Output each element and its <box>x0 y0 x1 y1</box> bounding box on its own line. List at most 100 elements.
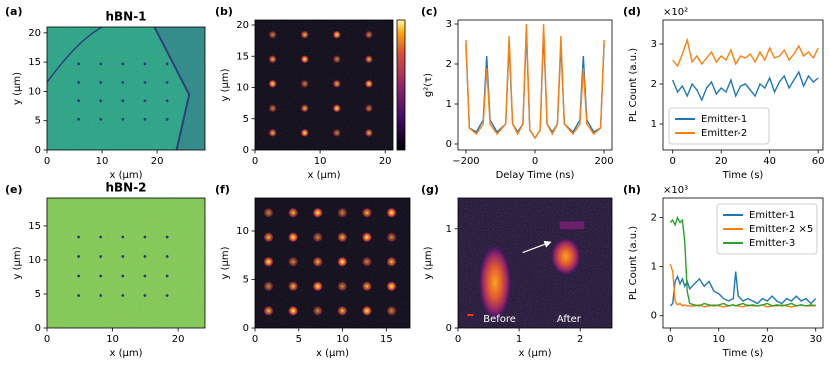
arrow <box>522 240 552 254</box>
x-axis-label: x (μm) <box>109 348 142 359</box>
image-spot <box>361 256 372 267</box>
y-tick-label: 2 <box>446 59 452 70</box>
x-tick-label: 10 <box>314 156 327 167</box>
image-spot <box>332 128 341 137</box>
image-dot <box>143 274 147 278</box>
image-spot <box>263 256 274 267</box>
image-dot <box>99 80 103 84</box>
x-tick-label: 0 <box>44 334 50 345</box>
image-dot <box>143 62 147 66</box>
panel-label: (a) <box>5 5 22 18</box>
y-axis-label: y (μm) <box>12 72 23 105</box>
x-axis-label: Time (s) <box>722 170 764 181</box>
y-tick-label: 1 <box>446 99 452 110</box>
image-dot <box>99 99 103 103</box>
x-axis-label: x (μm) <box>316 348 349 359</box>
y-tick-label: 0 <box>35 323 41 334</box>
panel-title: hBN-1 <box>105 10 146 24</box>
plot-area <box>672 37 819 102</box>
x-tick-label: 20 <box>151 156 164 167</box>
y-tick-label: 15 <box>236 51 249 62</box>
y-tick-label: 20 <box>28 28 41 39</box>
image-spot <box>288 281 299 292</box>
image-dot <box>121 117 125 121</box>
image-dot <box>77 294 80 297</box>
plot-area <box>47 198 205 328</box>
y-tick-label: 0 <box>446 323 452 334</box>
x-tick-label: 20 <box>761 334 774 345</box>
x-tick-label: 10 <box>106 334 119 345</box>
image-dot <box>121 274 125 278</box>
image-spot <box>263 305 274 316</box>
x-tick-label: 30 <box>809 334 822 345</box>
image-region <box>154 27 205 150</box>
image-dot <box>121 80 125 84</box>
y-tick-label: 1 <box>651 262 657 273</box>
legend-label: Emitter-2 ×5 <box>749 224 813 235</box>
legend-label: Emitter-1 <box>749 210 795 221</box>
axes-frame <box>662 19 824 151</box>
image-dot <box>121 62 125 66</box>
panel-label: (b) <box>215 5 233 18</box>
y-tick-label: 20 <box>236 20 249 31</box>
image-spot <box>364 55 373 64</box>
image-dot <box>77 80 80 84</box>
series-line <box>672 70 819 102</box>
image-spot <box>288 207 299 218</box>
panel: Before After 0 1 2 0 1 x (μm) y (μm) (g) <box>421 183 613 359</box>
axes-frame <box>457 19 613 151</box>
panel: 0 10 20 0 5 10 15 x (μm) y (μm) (e) hBN-2 <box>5 181 206 359</box>
x-tick-label: 20 <box>172 334 185 345</box>
image-spot <box>268 128 277 137</box>
x-axis-label: Time (s) <box>722 348 764 359</box>
image-spot <box>386 281 397 292</box>
plot-area <box>458 198 612 328</box>
image-spot <box>300 30 309 39</box>
image-spot <box>361 232 372 243</box>
image-dot <box>165 294 169 297</box>
y-axis-label: g²(τ) <box>423 73 434 97</box>
panel-label: (g) <box>421 183 439 196</box>
x-tick-label: 0 <box>44 156 50 167</box>
image-spot <box>288 232 299 243</box>
image-dot <box>99 255 103 258</box>
plot-area <box>47 27 205 150</box>
y-tick-label: 3 <box>446 19 452 30</box>
x-tick-label: 15 <box>380 334 393 345</box>
axes-frame <box>46 26 206 151</box>
x-tick-label: 10 <box>96 156 109 167</box>
series-line <box>672 37 819 68</box>
panel: 0 5 10 15 0 5 10 x (μm) y (μm) (f) <box>215 183 411 359</box>
image-dot <box>77 62 80 66</box>
image-spot <box>332 30 341 39</box>
image-dot <box>165 80 169 84</box>
y-tick-label: 1 <box>651 119 657 130</box>
image-dot <box>165 117 169 121</box>
image-spot <box>300 55 309 64</box>
image-spot <box>337 207 348 218</box>
image-dot <box>165 255 169 258</box>
image-dot <box>99 294 103 297</box>
x-axis-label: x (μm) <box>518 348 551 359</box>
y-axis-label: y (μm) <box>12 246 23 279</box>
y-tick-label: 3 <box>651 39 657 50</box>
axes-frame <box>254 197 411 329</box>
x-tick-label: 10 <box>336 334 349 345</box>
axes-frame <box>662 197 824 329</box>
image-spot <box>337 281 348 292</box>
plot-area <box>465 23 605 140</box>
panel: Emitter-1 Emitter-2 0 20 40 60 1 2 3 Time (s) PL C… <box>623 5 825 181</box>
image-noise <box>47 27 205 150</box>
y-axis-label: PL Count (a.u.) <box>628 226 639 300</box>
panel: Emitter-1 Emitter-2 ×5 Emitter-3 0 10 20 30 0 1 2… <box>623 183 824 359</box>
image-spot <box>312 207 323 218</box>
y-tick-label: 0 <box>446 139 452 150</box>
image-patch <box>559 221 585 230</box>
axis-multiplier: ×10² <box>663 7 688 18</box>
colorbar <box>396 19 406 151</box>
y-axis-label: PL Count (a.u.) <box>628 48 639 122</box>
panel-label: (c) <box>421 5 438 18</box>
x-tick-label: 200 <box>595 156 614 167</box>
plot-area <box>255 20 393 150</box>
